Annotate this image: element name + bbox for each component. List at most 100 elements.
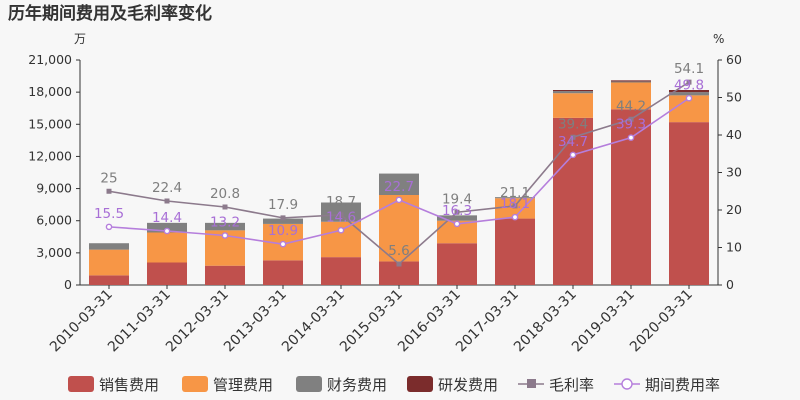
data-label: 22.4 bbox=[152, 180, 182, 196]
bar-segment bbox=[147, 262, 187, 285]
left-axis-unit: 万 bbox=[74, 32, 86, 46]
bar-segment bbox=[379, 261, 419, 285]
left-tick-label: 15,000 bbox=[28, 116, 72, 131]
data-label: 16.3 bbox=[442, 203, 472, 219]
legend-label: 管理费用 bbox=[213, 376, 273, 394]
data-label: 34.7 bbox=[558, 134, 588, 150]
line-point bbox=[337, 226, 345, 234]
right-axis-unit: % bbox=[713, 32, 724, 46]
line-point bbox=[570, 134, 576, 140]
line-point bbox=[221, 232, 229, 239]
bar-segment bbox=[379, 173, 419, 195]
legend-swatch bbox=[68, 376, 94, 392]
line-point bbox=[280, 215, 286, 221]
line-point bbox=[685, 94, 693, 102]
bar-segment bbox=[147, 222, 187, 233]
line-point bbox=[163, 227, 171, 235]
line-point bbox=[105, 223, 113, 231]
bar-segment bbox=[495, 198, 535, 219]
x-tick-labels: 2010-03-312011-03-312012-03-312013-03-31… bbox=[47, 285, 696, 355]
data-label: 54.1 bbox=[674, 61, 704, 77]
right-tick-label: 0 bbox=[726, 277, 734, 292]
legend-label: 期间费用率 bbox=[645, 376, 720, 394]
data-label: 15.5 bbox=[94, 206, 124, 222]
right-tick-label: 10 bbox=[726, 240, 742, 255]
line-point bbox=[569, 151, 577, 159]
bar-segment bbox=[321, 257, 361, 285]
line-point bbox=[164, 198, 170, 204]
x-tick-label: 2020-03-31 bbox=[627, 287, 696, 356]
data-label: 13.2 bbox=[210, 215, 240, 231]
bar-segment bbox=[89, 243, 129, 250]
bar-segment bbox=[553, 91, 593, 94]
line-point bbox=[454, 209, 460, 215]
data-label: 10.9 bbox=[268, 223, 298, 239]
right-tick-label: 50 bbox=[726, 90, 742, 105]
line-point bbox=[106, 188, 112, 194]
data-label: 17.9 bbox=[268, 197, 298, 213]
bar-segment bbox=[89, 275, 129, 285]
bar-segment bbox=[437, 215, 477, 221]
bar-segment bbox=[553, 90, 593, 92]
legend-label: 销售费用 bbox=[99, 376, 159, 394]
legend-label: 研发费用 bbox=[438, 376, 498, 394]
bar-segment bbox=[437, 243, 477, 285]
legend-swatch bbox=[407, 376, 433, 392]
line-point bbox=[396, 261, 402, 267]
bar-segment bbox=[321, 202, 361, 222]
right-tick-label: 40 bbox=[726, 127, 742, 142]
data-label: 39.3 bbox=[616, 117, 646, 133]
data-label: 14.6 bbox=[326, 209, 356, 225]
bar-segment bbox=[611, 81, 651, 83]
data-label: 39.4 bbox=[558, 116, 588, 132]
data-label: 44.2 bbox=[616, 98, 646, 114]
bar-segment bbox=[495, 218, 535, 285]
line-point bbox=[453, 220, 461, 228]
bar-segment bbox=[611, 82, 651, 110]
bar-segment bbox=[437, 220, 477, 244]
legend: 销售费用 管理费用 财务费用 研发费用 毛利率 期间费用率 bbox=[68, 376, 720, 394]
bar-segment bbox=[205, 222, 245, 231]
left-tick-label: 21,000 bbox=[28, 52, 72, 67]
data-label: 5.6 bbox=[388, 243, 409, 259]
legend-label: 毛利率 bbox=[549, 376, 594, 394]
right-tick-label: 60 bbox=[726, 52, 742, 67]
data-label: 18.7 bbox=[326, 194, 356, 210]
bar-segment bbox=[611, 80, 651, 82]
bar-segment bbox=[147, 232, 187, 263]
legend-swatch bbox=[182, 376, 208, 392]
bar-segment bbox=[205, 265, 245, 285]
data-label: 18.1 bbox=[500, 196, 530, 212]
bar-segment bbox=[553, 93, 593, 118]
data-label: 20.8 bbox=[210, 186, 240, 202]
bar-segment bbox=[669, 122, 709, 286]
left-tick-label: 12,000 bbox=[28, 148, 72, 163]
data-label: 22.7 bbox=[384, 179, 414, 195]
left-tick-label: 18,000 bbox=[28, 84, 72, 99]
line-point bbox=[222, 204, 228, 210]
left-tick-label: 6,000 bbox=[36, 213, 72, 228]
line-point bbox=[627, 134, 635, 141]
line-point bbox=[686, 79, 692, 85]
chart-title: 历年期间费用及毛利率变化 bbox=[8, 3, 212, 24]
line-point bbox=[511, 213, 519, 221]
bar-segment bbox=[89, 249, 129, 276]
data-label: 21.1 bbox=[500, 185, 530, 201]
bar-segment bbox=[495, 197, 535, 199]
data-label: 49.8 bbox=[674, 77, 704, 93]
bar-segment bbox=[553, 117, 593, 285]
legend-label: 财务费用 bbox=[327, 376, 387, 394]
right-tick-label: 30 bbox=[726, 165, 742, 180]
bar-segment bbox=[669, 92, 709, 96]
bar-segment bbox=[263, 218, 303, 224]
line-point bbox=[279, 240, 287, 248]
line-point bbox=[338, 212, 344, 218]
legend-marker bbox=[621, 378, 633, 390]
axes: 0 3,000 6,000 9,000 12,000 15,000 18,000 21,000… bbox=[28, 52, 742, 292]
left-tick-label: 3,000 bbox=[36, 245, 72, 260]
bars bbox=[89, 80, 709, 286]
data-label: 19.4 bbox=[442, 191, 472, 207]
data-label: 25 bbox=[100, 170, 117, 186]
data-labels: 25 22.4 20.8 17.9 18.7 5.6 19.4 21.1 39.4 44.2 54.… bbox=[94, 61, 704, 259]
line-point bbox=[628, 116, 634, 122]
